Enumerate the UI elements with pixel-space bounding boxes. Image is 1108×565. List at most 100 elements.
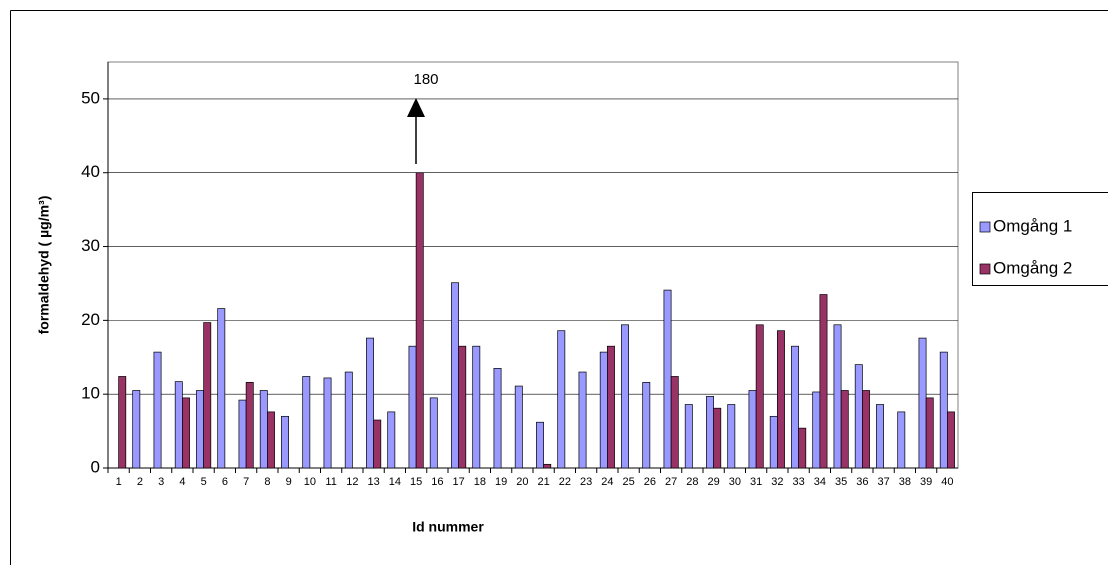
- y-tick-label: 50: [81, 88, 100, 107]
- bar: [947, 411, 955, 469]
- bar: [458, 345, 467, 469]
- x-tick-label: 33: [793, 476, 805, 488]
- bar: [259, 390, 268, 469]
- x-tick-label: 16: [431, 476, 443, 488]
- bar: [599, 351, 608, 469]
- bar: [621, 324, 629, 469]
- x-tick-label: 8: [264, 476, 270, 488]
- x-tick-label: 2: [137, 476, 143, 488]
- bar: [791, 345, 799, 469]
- annotation: 180: [413, 71, 438, 88]
- bar: [408, 345, 417, 469]
- x-tick-label: 7: [243, 476, 249, 488]
- bar: [642, 382, 651, 469]
- y-tick-label: 10: [81, 384, 100, 403]
- x-tick-label: 25: [623, 476, 635, 488]
- bar: [812, 391, 821, 469]
- x-tick-label: 35: [835, 476, 847, 488]
- y-axis-title: formaldehyd ( µg/m³): [36, 196, 52, 335]
- x-tick-label: 5: [201, 476, 207, 488]
- x-tick-label: 6: [222, 476, 228, 488]
- bar: [925, 397, 934, 469]
- bar: [755, 324, 764, 469]
- bar: [840, 390, 849, 469]
- bar: [429, 397, 438, 469]
- x-tick-label: 38: [899, 476, 911, 488]
- bar: [706, 396, 714, 469]
- x-tick-label: 17: [453, 476, 465, 488]
- x-tick-label: 24: [601, 476, 613, 488]
- bar: [833, 324, 842, 469]
- x-tick-label: 10: [304, 476, 316, 488]
- bar: [536, 421, 544, 469]
- bar: [748, 390, 757, 469]
- bar: [557, 330, 566, 469]
- bar: [302, 376, 311, 469]
- x-tick-label: 23: [580, 476, 592, 488]
- plot-area: [107, 61, 959, 469]
- bar: [514, 385, 523, 469]
- x-tick-label: 11: [325, 476, 336, 488]
- x-tick-label: 18: [474, 476, 486, 488]
- x-axis-title: Id nummer: [412, 519, 484, 535]
- bar: [387, 411, 396, 469]
- bar: [493, 367, 502, 469]
- bar: [777, 330, 785, 469]
- y-tick-label: 20: [81, 310, 100, 329]
- bar: [862, 390, 870, 469]
- x-tick-label: 1: [116, 476, 122, 488]
- bar: [415, 172, 424, 469]
- x-tick-label: 15: [410, 476, 422, 488]
- bar: [344, 371, 353, 469]
- legend-box: [972, 192, 1108, 286]
- bar: [366, 337, 374, 469]
- bar: [267, 411, 275, 469]
- x-tick-label: 36: [856, 476, 868, 488]
- x-tick-label: 34: [814, 476, 826, 488]
- legend-label: Omgång 2: [993, 258, 1072, 277]
- x-tick-label: 21: [538, 476, 550, 488]
- x-tick-label: 13: [368, 476, 380, 488]
- bar: [472, 345, 481, 469]
- bar: [118, 376, 127, 469]
- x-tick-label: 9: [286, 476, 292, 488]
- bar: [153, 351, 162, 469]
- x-tick-label: 30: [729, 476, 741, 488]
- y-tick-label: 30: [81, 236, 100, 255]
- bar: [897, 411, 906, 469]
- legend: Omgång 1 Omgång 2: [972, 192, 1108, 286]
- bar: [769, 415, 778, 469]
- legend-swatch: [979, 221, 991, 233]
- bar: [451, 282, 459, 469]
- bar: [373, 419, 382, 469]
- bar: [607, 345, 615, 469]
- bar: [323, 377, 332, 469]
- x-tick-label: 4: [179, 476, 185, 488]
- x-tick-label: 19: [495, 476, 507, 488]
- x-tick-label: 27: [665, 476, 677, 488]
- legend-label: Omgång 1: [993, 216, 1072, 235]
- x-tick-label: 14: [389, 476, 401, 488]
- bar: [663, 289, 672, 469]
- bar: [217, 308, 226, 469]
- bar: [543, 463, 552, 469]
- bar: [876, 404, 884, 469]
- bar: [684, 404, 693, 469]
- bar: [918, 337, 927, 469]
- x-tick-label: 39: [920, 476, 932, 488]
- bar: [203, 322, 212, 469]
- x-tick-label: 22: [559, 476, 571, 488]
- x-tick-label: 29: [708, 476, 720, 488]
- x-tick-label: 12: [346, 476, 358, 488]
- bar: [196, 390, 204, 469]
- y-tick-label: 0: [91, 457, 100, 476]
- y-tick-label: 40: [81, 162, 100, 181]
- x-tick-label: 37: [878, 476, 890, 488]
- bar: [182, 397, 190, 469]
- bar: [727, 404, 736, 469]
- legend-swatch: [979, 263, 991, 275]
- bar: [819, 294, 828, 469]
- bar: [713, 407, 722, 469]
- x-tick-label: 28: [686, 476, 698, 488]
